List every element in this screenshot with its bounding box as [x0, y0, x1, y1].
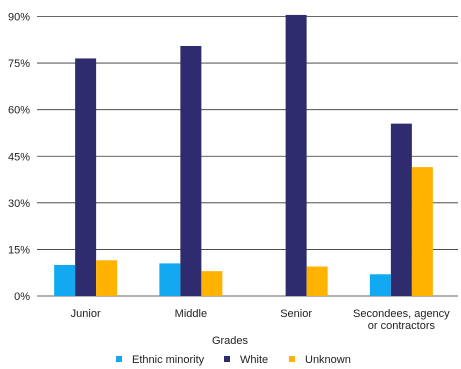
- bar-ethnic-minority: [54, 264, 76, 296]
- bar-unknown: [411, 167, 433, 296]
- legend-label: Unknown: [305, 354, 351, 366]
- y-tick-label: 60%: [8, 105, 30, 117]
- legend-swatch: [289, 356, 295, 362]
- legend-label: Ethnic minority: [132, 354, 205, 366]
- x-category-label: Secondees, agency: [353, 308, 450, 320]
- x-category-label: or contractors: [368, 320, 436, 332]
- legend: Ethnic minority White Unknown: [116, 354, 351, 366]
- legend-swatch: [224, 356, 230, 362]
- gridlines: [37, 16, 458, 297]
- y-tick-label: 0%: [14, 291, 30, 303]
- bar-white: [390, 123, 412, 297]
- legend-swatch: [116, 356, 122, 362]
- y-axis-tick-labels: 0% 15% 30% 45% 60% 75% 90%: [8, 12, 30, 304]
- y-tick-label: 30%: [8, 198, 30, 210]
- bar-white: [285, 14, 307, 296]
- bar-white: [180, 46, 202, 296]
- x-category-label: Middle: [175, 308, 207, 320]
- bar-unknown: [306, 266, 328, 296]
- bar-white: [75, 58, 97, 296]
- y-tick-label: 90%: [8, 12, 30, 24]
- bar-unknown: [201, 271, 223, 296]
- y-tick-label: 75%: [8, 58, 30, 70]
- y-tick-label: 45%: [8, 151, 30, 163]
- x-category-label: Junior: [71, 308, 101, 320]
- bar-ethnic-minority: [369, 274, 391, 296]
- bar-unknown: [96, 260, 118, 296]
- x-category-label: Senior: [280, 308, 312, 320]
- y-tick-label: 15%: [8, 244, 30, 256]
- legend-label: White: [240, 354, 268, 366]
- bars: [54, 14, 433, 297]
- bar-ethnic-minority: [159, 263, 181, 296]
- x-axis-title: Grades: [212, 335, 249, 347]
